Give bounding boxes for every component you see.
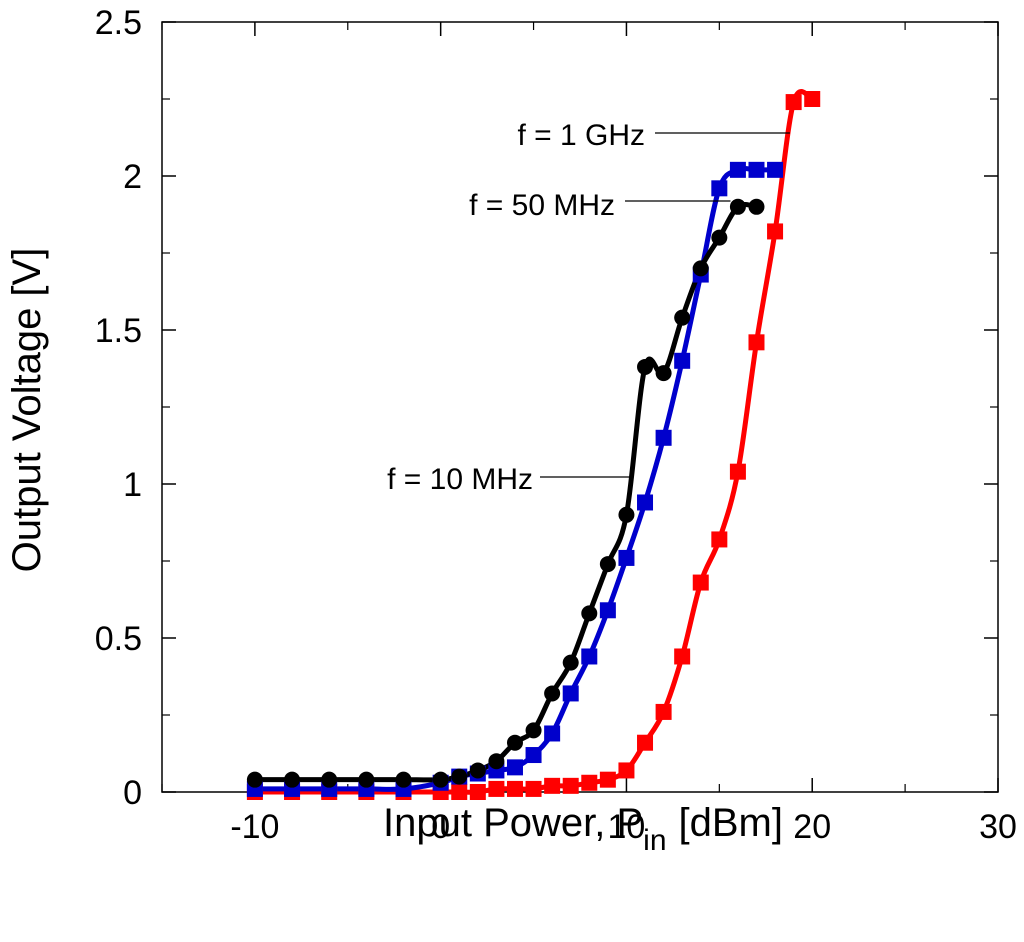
axis-tick-labels: -10 0 10 20 30 0 0.5 1 1.5 2 2.5 xyxy=(95,4,1017,846)
point-f-50-mhz xyxy=(729,161,746,178)
point-f-10-mhz xyxy=(246,771,263,788)
annotation-label: f = 1 GHz xyxy=(517,119,645,152)
point-f-10-mhz xyxy=(637,358,654,375)
point-f-10-mhz xyxy=(284,771,301,788)
annotation-label: f = 50 MHz xyxy=(469,189,615,222)
point-f-10-mhz xyxy=(469,762,486,779)
point-f-10-mhz xyxy=(711,229,728,246)
point-f-1-ghz xyxy=(469,784,486,800)
point-f-10-mhz xyxy=(729,198,746,215)
point-f-10-mhz xyxy=(544,685,561,702)
point-f-10-mhz xyxy=(395,771,412,788)
point-f-1-ghz xyxy=(599,771,616,788)
x-axis-title-subscript: in xyxy=(643,824,666,857)
point-f-50-mhz xyxy=(544,725,561,742)
point-f-50-mhz xyxy=(525,747,542,764)
y-tick-label: 1.5 xyxy=(95,312,142,350)
point-f-10-mhz xyxy=(562,654,579,671)
point-f-50-mhz xyxy=(655,429,672,446)
x-axis-title-unit: [dBm] xyxy=(679,801,783,845)
point-f-1-ghz xyxy=(618,762,635,779)
data-markers xyxy=(246,91,821,800)
annotations: f = 1 GHz f = 50 MHz f = 10 MHz xyxy=(387,119,790,496)
point-f-1-ghz xyxy=(767,223,784,240)
point-f-10-mhz xyxy=(748,198,765,215)
point-f-10-mhz xyxy=(432,771,449,788)
y-tick-label: 0 xyxy=(123,774,142,812)
point-f-10-mhz xyxy=(506,734,523,751)
point-f-1-ghz xyxy=(804,91,821,107)
point-f-10-mhz xyxy=(581,605,598,622)
x-axis-title-main: Input Power, P xyxy=(383,801,643,845)
point-f-50-mhz xyxy=(748,161,765,178)
y-tick-label: 1 xyxy=(123,466,142,504)
x-tick-label: -10 xyxy=(230,808,279,846)
point-f-1-ghz xyxy=(451,784,468,800)
point-f-50-mhz xyxy=(674,352,691,369)
y-axis-title: Output Voltage [V] xyxy=(5,248,49,573)
point-f-1-ghz xyxy=(785,94,802,111)
point-f-1-ghz xyxy=(637,734,654,751)
point-f-10-mhz xyxy=(321,771,338,788)
point-f-10-mhz xyxy=(525,722,542,739)
point-f-50-mhz xyxy=(767,161,784,178)
point-f-1-ghz xyxy=(581,774,598,791)
x-tick-label: 10 xyxy=(608,808,646,846)
y-tick-label: 0.5 xyxy=(95,620,142,658)
point-f-10-mhz xyxy=(655,365,672,382)
point-f-50-mhz xyxy=(581,648,598,665)
point-f-50-mhz xyxy=(599,602,616,619)
y-tick-label: 2 xyxy=(123,158,142,196)
point-f-10-mhz xyxy=(451,768,468,785)
point-f-50-mhz xyxy=(637,494,654,511)
point-f-50-mhz xyxy=(711,180,728,197)
point-f-10-mhz xyxy=(599,556,616,573)
point-f-1-ghz xyxy=(655,703,672,720)
point-f-10-mhz xyxy=(692,260,709,277)
annotation-label: f = 10 MHz xyxy=(387,463,533,496)
point-f-10-mhz xyxy=(488,753,505,770)
point-f-1-ghz xyxy=(711,531,728,548)
x-axis-title: Input Power, Pin [dBm] xyxy=(383,801,783,857)
point-f-1-ghz xyxy=(748,334,765,351)
point-f-10-mhz xyxy=(674,309,691,326)
point-f-50-mhz xyxy=(618,549,635,566)
point-f-1-ghz xyxy=(692,574,709,591)
point-f-1-ghz xyxy=(544,777,561,794)
point-f-10-mhz xyxy=(358,771,375,788)
point-f-1-ghz xyxy=(488,780,505,797)
y-tick-label: 2.5 xyxy=(95,4,142,42)
point-f-1-ghz xyxy=(729,463,746,480)
point-f-1-ghz xyxy=(506,780,523,797)
point-f-1-ghz xyxy=(525,780,542,797)
point-f-50-mhz xyxy=(506,759,523,776)
point-f-10-mhz xyxy=(618,506,635,523)
point-f-50-mhz xyxy=(562,685,579,702)
x-tick-label: 20 xyxy=(793,808,831,846)
x-tick-label: 0 xyxy=(431,808,450,846)
point-f-1-ghz xyxy=(562,777,579,794)
point-f-1-ghz xyxy=(674,648,691,665)
x-tick-label: 30 xyxy=(979,808,1017,846)
